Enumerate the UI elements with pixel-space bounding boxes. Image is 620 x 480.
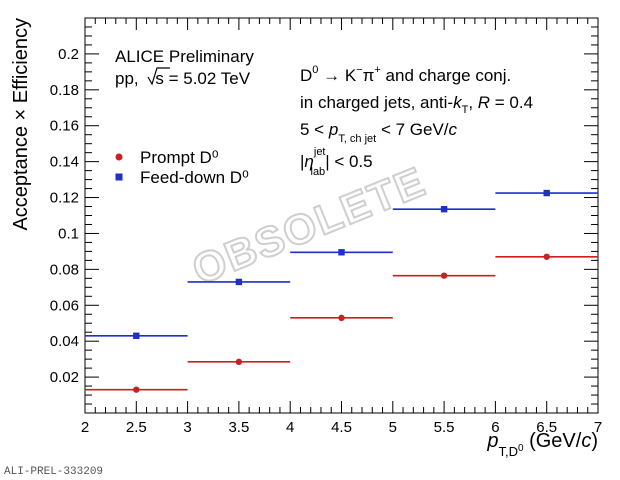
x-tick-label: 2 — [81, 419, 89, 436]
legend-marker-feeddown — [115, 173, 123, 181]
x-axis-label: pT,D0 (GeV/c) — [486, 430, 598, 459]
y-tick-label: 0.02 — [50, 369, 79, 386]
data-point-prompt — [543, 253, 550, 260]
x-tick-label: 5 — [389, 419, 397, 436]
y-tick-label: 0.18 — [50, 82, 79, 99]
jet-definition-label: in charged jets, anti-kT, R = 0.4 — [300, 93, 533, 116]
tick-labels: 2 2.5 3 3.5 4 4.5 5 5.5 6 6.5 7 0.02 0.04 0.06 0.08 0.1… — [50, 46, 602, 436]
x-tick-label: 4 — [286, 419, 294, 436]
data-point-feeddown — [440, 206, 448, 213]
alice-preliminary-label: ALICE Preliminary — [115, 47, 254, 66]
y-tick-label: 0.04 — [50, 333, 79, 350]
y-tick-label: 0.08 — [50, 261, 79, 278]
svg-text:pp, s = 5.02 TeV: pp, s = 5.02 TeV — [115, 69, 251, 88]
energy-label: pp, s = 5.02 TeV — [115, 67, 251, 88]
decay-channel-label: D0 → K−π+ and charge conj. — [300, 64, 511, 85]
y-tick-label: 0.06 — [50, 297, 79, 314]
data-point-feeddown — [543, 189, 550, 197]
legend: Prompt D⁰ Feed-down D⁰ — [115, 148, 249, 187]
data-point-feeddown — [133, 332, 140, 339]
y-tick-label: 0.16 — [50, 118, 79, 135]
legend-label-feeddown: Feed-down D⁰ — [140, 168, 249, 187]
data-point-prompt — [133, 386, 140, 393]
x-tick-label: 6.5 — [536, 419, 557, 436]
figure-id-label: ALI-PREL-333209 — [4, 466, 103, 478]
x-tick-label: 4.5 — [331, 419, 352, 436]
y-axis-label: Acceptance × Efficiency — [10, 18, 32, 231]
eta-cut-label: |ηjet lab| < 0.5 — [300, 146, 373, 178]
x-tick-label: 5.5 — [434, 419, 455, 436]
legend-marker-prompt — [115, 153, 123, 161]
sqrt-sign-icon — [147, 67, 170, 86]
y-tick-label: 0.1 — [58, 225, 79, 242]
axis-ticks — [84, 18, 599, 413]
data-point-feeddown — [338, 249, 345, 256]
data-point-prompt — [440, 272, 448, 279]
x-tick-label: 6 — [491, 419, 499, 436]
x-tick-label: 7 — [594, 419, 602, 436]
y-tick-label: 0.14 — [50, 154, 79, 171]
y-tick-label: 0.2 — [58, 46, 79, 63]
legend-label-prompt: Prompt D⁰ — [140, 148, 219, 167]
y-tick-label: 0.12 — [50, 190, 79, 207]
x-tick-label: 3 — [183, 419, 191, 436]
data-point-feeddown — [235, 278, 243, 286]
data-point-prompt — [338, 314, 345, 322]
data-series — [85, 189, 598, 393]
data-point-prompt — [235, 358, 243, 366]
x-tick-label: 3.5 — [228, 419, 249, 436]
jet-pt-range-label: 5 < pT, ch jet < 7 GeV/c — [300, 120, 458, 145]
x-tick-label: 2.5 — [126, 419, 147, 436]
